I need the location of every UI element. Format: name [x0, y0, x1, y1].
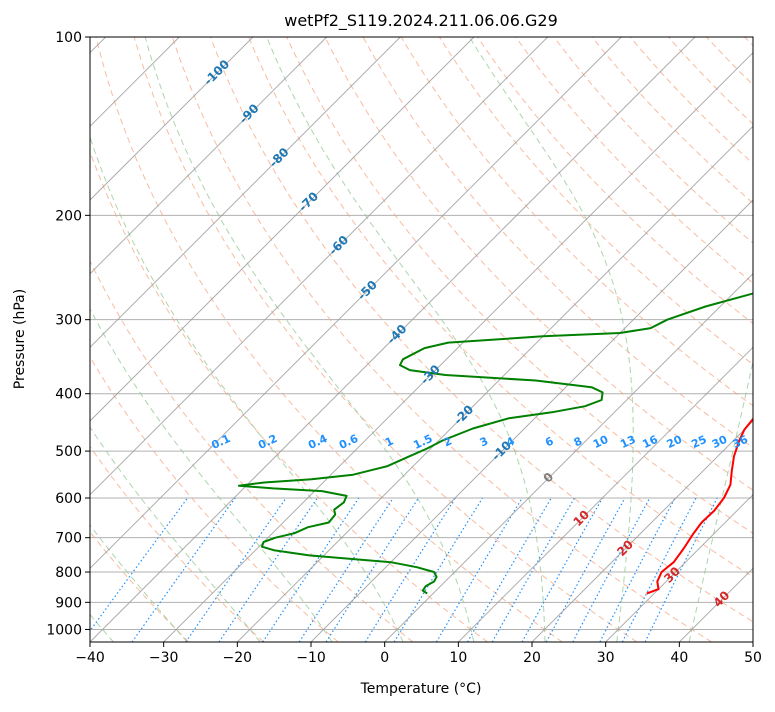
mixing-ratio-line	[326, 498, 418, 642]
x-tick-label: −20	[223, 650, 253, 666]
y-tick-label: 800	[55, 565, 82, 581]
y-tick-label: 500	[55, 444, 82, 460]
x-tick-label: 30	[597, 650, 615, 666]
dewpoint-line	[239, 37, 775, 594]
isotherm-line	[679, 37, 775, 642]
x-tick-label: −10	[296, 650, 326, 666]
mixing-ratio-line	[645, 498, 717, 642]
mixing-ratio-label: 10	[591, 433, 611, 451]
mixing-ratio-label: 0.4	[306, 432, 329, 452]
x-tick-label: −40	[75, 650, 105, 666]
mixing-ratio-label: 25	[689, 433, 708, 451]
x-tick-label: −30	[149, 650, 179, 666]
dry-adiabat	[20, 37, 413, 642]
y-tick-label: 700	[55, 531, 82, 547]
x-tick-label: 40	[670, 650, 688, 666]
mixing-ratio-label: 13	[618, 433, 637, 451]
mixing-ratio-lines	[82, 498, 717, 642]
isotherm-line	[532, 37, 775, 642]
dry-adiabat	[0, 37, 264, 642]
isotherm-line	[311, 37, 775, 642]
x-ticks: −40 −30 −20 −10 0 10 20 30 40 50	[75, 642, 762, 666]
y-ticks: 100 200 300 400 500 600 700 800 900 1000	[46, 30, 90, 638]
y-tick-label: 600	[55, 491, 82, 507]
dry-adiabat	[0, 37, 189, 642]
chart-title: wetPf2_S119.2024.211.06.06.G29	[284, 11, 558, 31]
mixing-ratio-label: 0.1	[209, 432, 232, 452]
dry-adiabat	[516, 37, 775, 642]
y-tick-label: 200	[55, 208, 82, 224]
isotherm-line	[16, 37, 621, 642]
y-axis-label: Pressure (hPa)	[12, 289, 28, 389]
x-tick-label: 50	[744, 650, 762, 666]
mixing-ratio-label: 16	[640, 433, 660, 451]
mixing-ratio-line	[219, 498, 318, 642]
mixing-ratio-label: 20	[665, 433, 685, 451]
isotherm-line	[385, 37, 775, 642]
y-tick-label: 100	[55, 30, 82, 46]
mixing-ratio-line	[263, 498, 359, 642]
moist-adiabat	[0, 166, 260, 642]
mixing-ratio-label: 6	[543, 434, 556, 449]
isotherm-line	[753, 37, 775, 642]
series-layer	[239, 37, 775, 594]
dry-adiabat	[745, 37, 775, 642]
x-tick-label: 20	[523, 650, 541, 666]
x-tick-label: 0	[380, 650, 389, 666]
dry-adiabat	[554, 37, 775, 642]
moist-adiabat	[69, 62, 403, 643]
y-tick-label: 1000	[46, 622, 82, 638]
moist-adiabat	[18, 114, 332, 642]
mixing-ratio-line	[132, 498, 235, 642]
mixing-ratio-label: 1	[383, 434, 395, 449]
mixing-ratio-line	[365, 498, 455, 642]
mixing-ratio-label: 8	[572, 434, 584, 449]
dry-adiabat	[707, 37, 775, 642]
isotherm-line	[0, 37, 400, 642]
moist-adiabat	[689, 37, 775, 642]
x-tick-label: 10	[449, 650, 467, 666]
isotherm-line	[164, 37, 769, 642]
y-tick-label: 900	[55, 595, 82, 611]
mixing-ratio-line	[394, 498, 482, 642]
isotherm-line	[0, 37, 474, 642]
isotherm-line	[0, 37, 253, 642]
dry-adiabat	[58, 37, 488, 642]
y-tick-label: 400	[55, 387, 82, 403]
grid-layer	[90, 37, 753, 629]
mixing-ratio-label: 30	[710, 433, 730, 451]
mixing-ratio-line	[82, 498, 188, 642]
x-axis-label: Temperature (°C)	[360, 681, 482, 697]
mixing-ratio-line	[622, 498, 696, 642]
mixing-ratio-label: 3	[478, 434, 490, 449]
y-tick-label: 300	[55, 313, 82, 329]
dry-adiabat	[668, 37, 775, 642]
mixing-ratio-label: 36	[731, 433, 751, 451]
